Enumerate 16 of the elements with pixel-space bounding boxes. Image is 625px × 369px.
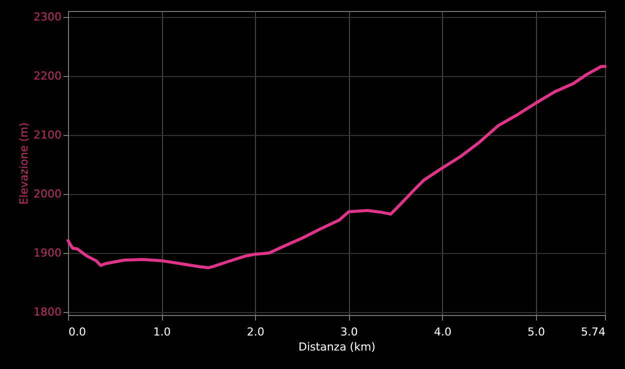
y-tick-label: 2200 <box>34 69 62 82</box>
y-tick-label: 1800 <box>34 306 62 319</box>
y-tick-label: 2300 <box>34 10 62 24</box>
x-tick-label: 5.0 <box>528 326 546 338</box>
x-axis-title: Distanza (km) <box>298 340 376 354</box>
line-series <box>66 64 606 270</box>
y-tick-label: 1900 <box>34 246 62 260</box>
x-tick-label: 1.0 <box>153 326 171 338</box>
x-tick-label: 5.74 <box>581 326 606 338</box>
x-tick-label: 4.0 <box>434 326 452 338</box>
x-tick-label: 0.0 <box>68 326 86 338</box>
y-axis-title: Elevazione (m) <box>18 122 31 205</box>
x-tick-label: 2.0 <box>246 326 264 338</box>
y-tick-label: 2000 <box>34 187 62 200</box>
x-tick-label: 3.0 <box>340 326 358 338</box>
y-tick-label: 2100 <box>34 128 62 142</box>
